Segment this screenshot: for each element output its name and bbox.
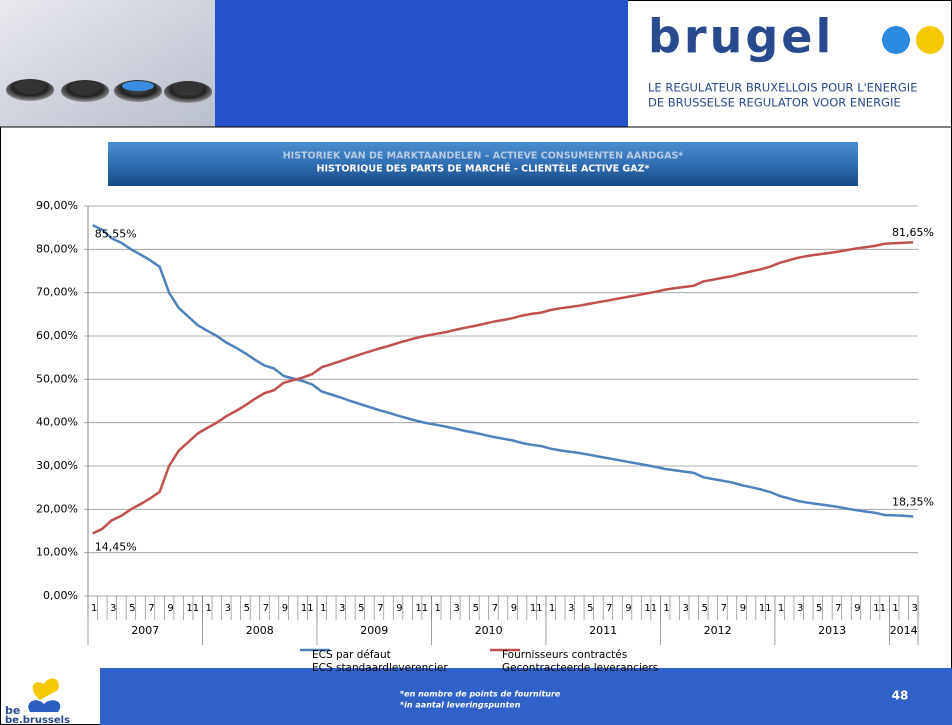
x-tick-label: 9	[167, 603, 173, 614]
x-tick-label: 3	[225, 603, 231, 614]
data-label: 14,45%	[95, 540, 137, 553]
y-tick-label: 40,00%	[36, 416, 78, 429]
year-label: 2013	[818, 624, 846, 637]
x-tick-label: 7	[835, 603, 841, 614]
x-tick-label: 7	[377, 603, 383, 614]
legend-label: Gecontracteerde leveranciers	[502, 662, 658, 674]
header-image	[0, 0, 215, 127]
y-tick-label: 70,00%	[36, 286, 78, 299]
x-tick-label: 11	[301, 603, 314, 614]
y-tick-label: 80,00%	[36, 242, 78, 255]
data-label: 85,55%	[95, 227, 137, 240]
y-tick-label: 0,00%	[43, 589, 78, 602]
logo: brugel	[648, 10, 834, 64]
x-tick-label: 9	[511, 603, 517, 614]
x-tick-label: 3	[339, 603, 345, 614]
region-logo: be.brussels	[5, 715, 70, 725]
tagline: LE REGULATEUR BRUXELLOIS POUR L'ENERGIE	[648, 81, 917, 95]
x-tick-label: 1	[320, 603, 326, 614]
year-label: 2009	[360, 624, 388, 637]
tagline: DE BRUSSELSE REGULATOR VOOR ENERGIE	[648, 96, 901, 110]
x-tick-label: 7	[148, 603, 154, 614]
page-number: 48	[892, 689, 909, 703]
x-tick-label: 1	[663, 603, 669, 614]
header-band	[215, 0, 628, 127]
x-tick-label: 9	[740, 603, 746, 614]
data-label: 18,35%	[892, 495, 934, 508]
year-label: 2012	[704, 624, 732, 637]
x-tick-label: 7	[263, 603, 269, 614]
region-heart	[32, 678, 59, 700]
x-tick-label: 11	[186, 603, 199, 614]
y-tick-label: 60,00%	[36, 329, 78, 342]
x-tick-label: 3	[911, 603, 917, 614]
burners	[6, 79, 212, 103]
year-label: 2011	[589, 624, 617, 637]
y-tick-label: 50,00%	[36, 372, 78, 385]
year-label: 2007	[131, 624, 159, 637]
x-tick-label: 5	[702, 603, 708, 614]
x-tick-label: 7	[492, 603, 498, 614]
x-tick-label: 3	[682, 603, 688, 614]
x-tick-label: 1	[778, 603, 784, 614]
y-tick-label: 10,00%	[36, 546, 78, 559]
x-tick-label: 3	[797, 603, 803, 614]
legend-label: ECS standaardleverencier	[312, 662, 448, 674]
chart-title: HISTORIEK VAN DE MARKTAANDELEN – ACTIEVE…	[283, 151, 684, 162]
x-tick-label: 1	[892, 603, 898, 614]
x-tick-label: 3	[568, 603, 574, 614]
region-logo: be	[5, 704, 20, 717]
series-line	[92, 240, 914, 535]
x-tick-label: 1	[205, 603, 211, 614]
x-tick-label: 1	[434, 603, 440, 614]
series-line	[92, 224, 914, 518]
x-tick-label: 5	[129, 603, 135, 614]
year-label: 2014	[890, 624, 918, 637]
x-tick-label: 11	[759, 603, 772, 614]
x-tick-label: 5	[358, 603, 364, 614]
x-tick-label: 1	[91, 603, 97, 614]
x-tick-label: 5	[473, 603, 479, 614]
region-heart	[28, 700, 61, 712]
x-tick-label: 11	[644, 603, 657, 614]
x-tick-label: 3	[454, 603, 460, 614]
x-tick-label: 7	[606, 603, 612, 614]
y-tick-label: 20,00%	[36, 502, 78, 515]
logo-dot	[882, 26, 910, 54]
title-box	[108, 142, 858, 186]
x-tick-label: 11	[530, 603, 543, 614]
legend-label: Fournisseurs contractés	[502, 649, 627, 661]
x-tick-label: 3	[110, 603, 116, 614]
footnote: *in aantal leveringspunten	[400, 701, 521, 710]
footnote: *en nombre de points de fourniture	[400, 690, 561, 699]
x-tick-label: 9	[854, 603, 860, 614]
x-tick-label: 7	[721, 603, 727, 614]
year-label: 2010	[475, 624, 503, 637]
chart-subtitle: HISTORIQUE DES PARTS DE MARCHÉ - CLIENTÈ…	[317, 163, 650, 175]
footer-band	[100, 668, 952, 725]
x-tick-label: 11	[415, 603, 428, 614]
y-tick-label: 30,00%	[36, 459, 78, 472]
x-tick-label: 5	[244, 603, 250, 614]
x-tick-label: 1	[549, 603, 555, 614]
x-tick-label: 9	[625, 603, 631, 614]
year-label: 2008	[246, 624, 274, 637]
x-tick-label: 5	[816, 603, 822, 614]
data-label: 81,65%	[892, 226, 934, 239]
x-tick-label: 5	[587, 603, 593, 614]
y-tick-label: 90,00%	[36, 199, 78, 212]
x-tick-label: 9	[396, 603, 402, 614]
legend-label: ECS par défaut	[312, 649, 391, 661]
x-tick-label: 11	[873, 603, 886, 614]
logo-dot	[916, 26, 944, 54]
x-tick-label: 9	[282, 603, 288, 614]
